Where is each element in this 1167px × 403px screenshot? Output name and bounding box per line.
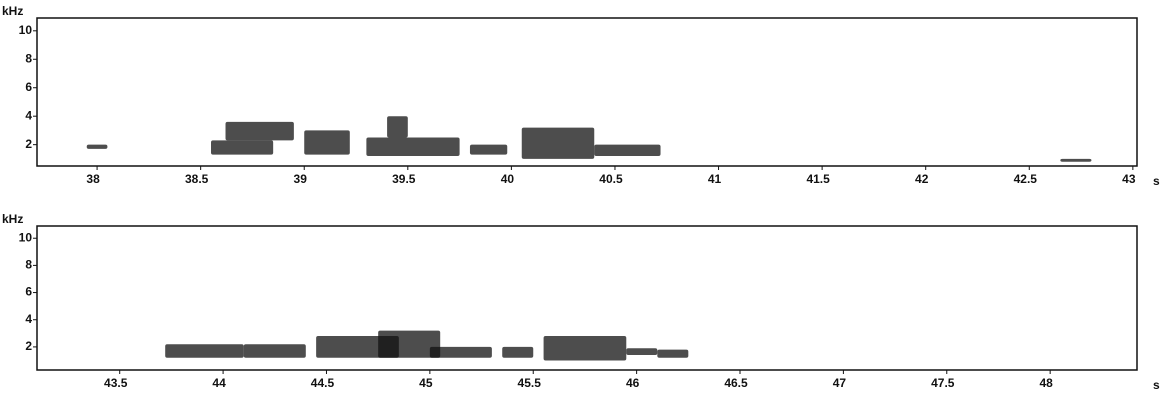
sound-segment	[86, 144, 108, 149]
y-tick-label: 8	[25, 258, 32, 272]
sound-segment	[594, 144, 661, 157]
sound-segment	[243, 344, 306, 358]
x-tick-label: 47.5	[931, 376, 955, 390]
sound-segment	[429, 346, 492, 358]
x-tick-label: 38.5	[185, 172, 209, 186]
y-tick-label: 2	[25, 137, 32, 151]
x-tick-label: 45	[419, 376, 433, 390]
y-tick-label: 6	[25, 80, 32, 94]
x-axis-label: s	[1153, 174, 1160, 188]
plot-frame	[36, 17, 1138, 167]
x-tick-label: 38	[86, 172, 100, 186]
sound-segment	[211, 140, 274, 155]
sound-segment	[543, 336, 627, 361]
sound-segment	[225, 121, 294, 141]
x-tick-label: 46	[626, 376, 640, 390]
x-axis-label: s	[1153, 378, 1160, 392]
x-tick-label: 41	[708, 172, 722, 186]
x-tick-label: 41.5	[806, 172, 830, 186]
plot-frame	[36, 225, 1138, 371]
x-tick-label: 47	[833, 376, 847, 390]
y-axis-label: kHz	[2, 4, 23, 18]
y-tick-label: 2	[25, 339, 32, 353]
y-tick-label: 8	[25, 51, 32, 65]
x-tick-label: 42.5	[1014, 172, 1038, 186]
x-tick-label: 42	[915, 172, 929, 186]
x-tick-label: 44.5	[311, 376, 335, 390]
sound-segment	[304, 130, 350, 155]
x-tick-label: 44	[212, 376, 226, 390]
x-tick-label: 45.5	[518, 376, 542, 390]
y-tick-label: 4	[25, 312, 32, 326]
sound-segment	[1060, 158, 1092, 162]
x-tick-label: 40	[501, 172, 515, 186]
sound-segment	[626, 348, 658, 356]
sound-segment	[502, 346, 534, 358]
x-tick-label: 40.5	[599, 172, 623, 186]
y-tick-label: 10	[19, 23, 33, 37]
y-axis-label: kHz	[2, 212, 23, 226]
y-tick-label: 6	[25, 285, 32, 299]
x-tick-label: 43	[1122, 172, 1136, 186]
x-tick-label: 39	[294, 172, 308, 186]
sound-segment	[366, 137, 460, 157]
sound-segment	[387, 116, 408, 138]
x-tick-label: 43.5	[104, 376, 128, 390]
sound-segment	[521, 127, 595, 159]
x-tick-label: 48	[1039, 376, 1053, 390]
sound-segment	[378, 330, 441, 358]
y-tick-label: 4	[25, 108, 32, 122]
x-tick-label: 46.5	[724, 376, 748, 390]
sound-segment	[657, 349, 689, 358]
x-tick-label: 39.5	[392, 172, 416, 186]
y-tick-label: 10	[19, 230, 33, 244]
sound-segment	[469, 144, 508, 155]
sound-segment	[165, 344, 244, 358]
